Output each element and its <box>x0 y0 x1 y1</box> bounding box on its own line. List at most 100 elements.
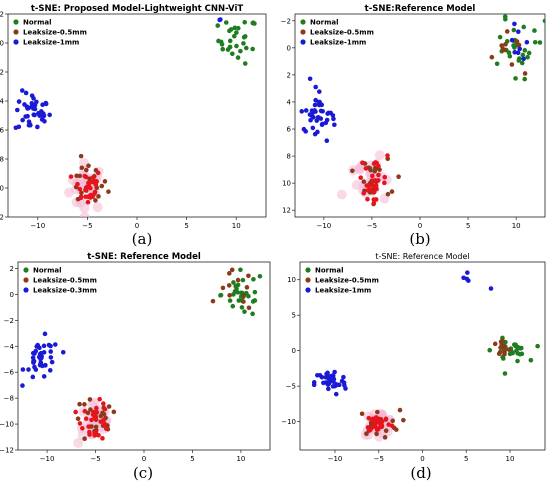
scatter-point <box>78 153 84 159</box>
scatter-point <box>23 114 28 119</box>
y-tick-label: −6 <box>4 369 15 377</box>
scatter-point <box>85 199 91 205</box>
scatter-point <box>518 346 523 351</box>
legend-marker <box>23 287 29 293</box>
scatter-point <box>374 186 379 192</box>
scatter-point <box>39 354 44 359</box>
scatter-point <box>303 108 309 113</box>
scatter-point <box>257 273 263 279</box>
scatter-point <box>82 402 87 407</box>
y-tick-label: −6 <box>0 127 5 135</box>
scatter-point <box>23 90 29 96</box>
legend-marker <box>300 39 306 45</box>
scatter-point <box>382 174 388 180</box>
chart-panel-0: t-SNE: Proposed Model-Lightweight CNN-Vi… <box>0 4 267 248</box>
scatter-point <box>20 367 26 372</box>
scatter-point <box>522 71 528 76</box>
scatter-point <box>92 189 98 195</box>
scatter-point <box>215 23 221 28</box>
scatter-point <box>98 413 104 419</box>
x-tick-label: 5 <box>184 222 188 230</box>
scatter-point <box>466 278 471 283</box>
scatter-point <box>250 46 255 52</box>
panel-caption: (b) <box>409 230 430 248</box>
scatter-point <box>517 56 522 61</box>
scatter-point <box>307 76 313 82</box>
scatter-point <box>80 425 85 431</box>
y-tick-label: −12 <box>0 447 14 455</box>
scatter-points <box>13 17 257 217</box>
scatter-point <box>92 430 97 436</box>
scatter-point <box>250 20 256 26</box>
scatter-point <box>364 431 369 437</box>
legend-label: Leaksize-1mm <box>23 39 79 47</box>
scatter-point <box>226 283 232 288</box>
scatter-point <box>313 109 318 114</box>
scatter-point <box>397 407 403 413</box>
legend-marker <box>305 277 311 283</box>
scatter-point <box>75 416 81 422</box>
x-tick-label: 10 <box>506 455 515 463</box>
scatter-point <box>370 183 375 188</box>
scatter-point <box>350 168 355 174</box>
legend-label: Leaksize-1mm <box>315 287 371 295</box>
scatter-point <box>488 286 494 291</box>
scatter-point <box>389 423 395 429</box>
scatter-point <box>500 338 505 343</box>
scatter-point <box>389 189 395 194</box>
scatter-point <box>516 42 522 48</box>
legend-marker <box>23 267 29 273</box>
scatter-point <box>20 117 25 123</box>
scatter-point <box>246 305 252 311</box>
scatter-point <box>378 416 384 422</box>
scatter-point <box>234 30 239 35</box>
y-tick-label: 0 <box>0 40 4 48</box>
scatter-point <box>378 424 383 430</box>
scatter-point <box>210 298 216 304</box>
scatter-point <box>102 421 107 427</box>
scatter-point <box>532 28 537 33</box>
scatter-point <box>365 188 371 193</box>
scatter-point <box>502 47 508 53</box>
scatter-point <box>510 350 515 355</box>
scatter-point <box>93 198 98 203</box>
scatter-point <box>499 343 505 349</box>
legend-label: Normal <box>310 19 339 27</box>
scatter-point <box>250 299 256 304</box>
scatter-point <box>502 14 508 19</box>
scatter-point <box>218 293 223 298</box>
scatter-point <box>326 386 331 392</box>
x-tick-label: −10 <box>40 455 55 463</box>
scatter-point <box>95 170 101 176</box>
scatter-point <box>43 100 49 106</box>
scatter-point <box>41 113 47 118</box>
scatter-point <box>497 34 503 40</box>
scatter-point <box>20 383 25 388</box>
panel-caption: (a) <box>132 230 153 248</box>
x-tick-label: 0 <box>418 222 422 230</box>
legend-label: Normal <box>23 19 52 27</box>
scatter-point <box>332 383 338 389</box>
scatter-point <box>383 428 389 434</box>
scatter-point <box>382 435 388 440</box>
y-tick-label: −10 <box>0 185 4 193</box>
x-tick-label: −10 <box>30 222 45 230</box>
scatter-point <box>93 182 99 188</box>
scatter-point <box>487 347 493 353</box>
scatter-point <box>315 129 320 135</box>
y-tick-label: 2 <box>10 265 14 273</box>
legend-marker <box>300 29 306 35</box>
scatter-point <box>513 343 518 349</box>
y-tick-label: −5 <box>286 383 296 391</box>
scatter-point <box>227 38 233 44</box>
x-tick-label: 0 <box>135 222 139 230</box>
halo-mark <box>79 211 90 217</box>
scatter-point <box>371 197 377 202</box>
scatter-point <box>75 181 80 187</box>
scatter-point <box>25 106 30 111</box>
scatter-point <box>235 55 241 60</box>
scatter-point <box>83 174 89 180</box>
scatter-points <box>20 267 263 449</box>
x-tick-label: 5 <box>464 455 468 463</box>
